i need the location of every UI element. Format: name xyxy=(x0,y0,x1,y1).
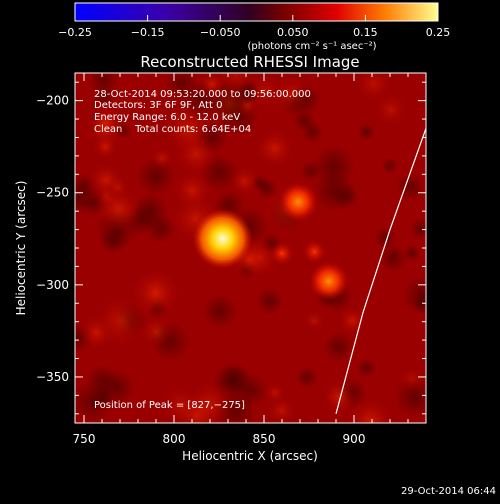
ripple-dark xyxy=(295,366,318,389)
colorbar-tick-label: 0.25 xyxy=(426,26,451,39)
ripple-bright xyxy=(131,268,180,317)
ripple-bright xyxy=(173,171,212,210)
annotation-detectors: Detectors: 3F 6F 9F, Att 0 xyxy=(94,100,222,111)
ripple-dark xyxy=(301,121,324,143)
peak-position-label: Position of Peak = [827,−275] xyxy=(94,400,245,411)
annotation-energy-range: Energy Range: 6.0 - 12.0 keV xyxy=(94,112,240,123)
ripple-dark xyxy=(93,86,115,108)
ripple-dark xyxy=(132,193,169,229)
ripple-dark xyxy=(412,293,426,314)
ripple-bright xyxy=(216,73,256,95)
colorbar xyxy=(74,2,439,22)
colorbar-tick-label: −0.050 xyxy=(200,26,241,39)
emission-source-1 xyxy=(278,181,319,222)
x-tick-label: 750 xyxy=(73,432,96,446)
x-tick-label: 850 xyxy=(253,432,276,446)
emission-source-0 xyxy=(192,208,253,269)
ripple-dark xyxy=(99,226,128,255)
x-tick-label: 900 xyxy=(343,432,366,446)
ripple-bright xyxy=(255,129,295,168)
chart-title: Reconstructed RHESSI Image xyxy=(140,53,359,71)
render-timestamp: 29-Oct-2014 06:44 xyxy=(401,486,496,497)
emission-source-2 xyxy=(308,261,349,302)
colorbar-tick-label: 0.050 xyxy=(277,26,309,39)
y-tick-label: −350 xyxy=(36,370,69,384)
solar-limb-line xyxy=(335,128,426,414)
ripple-bright xyxy=(346,397,394,423)
ripple-bright xyxy=(399,366,425,392)
x-axis-label: Heliocentric X (arcsec) xyxy=(182,449,318,463)
ripple-dark xyxy=(323,331,354,362)
ripple-bright xyxy=(89,106,122,139)
ripple-dark xyxy=(202,294,237,329)
ripple-bright xyxy=(151,147,173,170)
colorbar-units: (photons cm⁻² s⁻¹ asec⁻²) xyxy=(247,41,376,52)
ripple-bright xyxy=(355,73,393,102)
y-axis-label: Heliocentric Y (arcsec) xyxy=(14,181,28,316)
ripple-bright xyxy=(237,95,258,116)
y-tick-label: −250 xyxy=(36,186,69,200)
ripple-bright xyxy=(95,185,118,208)
ripple-dark xyxy=(356,358,377,379)
ripple-dark xyxy=(358,123,375,141)
colorbar-ticks: −0.25 −0.15 −0.050 0.050 0.15 0.25 xyxy=(58,15,450,39)
colorbar-tick-label: 0.15 xyxy=(353,26,378,39)
ripple-bright xyxy=(93,134,118,159)
ripple-bright xyxy=(264,382,286,404)
ripple-bright xyxy=(230,167,259,196)
annotation-time-range: 28-Oct-2014 09:53:20.000 to 09:56:00.000 xyxy=(94,89,311,100)
ripple-bright xyxy=(141,317,172,347)
y-tick-label: −200 xyxy=(36,94,69,108)
emission-sources xyxy=(192,181,349,302)
y-tick-label: −300 xyxy=(36,278,69,292)
ripple-dark xyxy=(313,170,356,213)
ripple-bright xyxy=(322,379,357,414)
annotation-clean-counts: Clean Total counts: 6.64E+04 xyxy=(94,124,251,135)
ripple-dark xyxy=(379,243,407,272)
ripple-bright xyxy=(162,104,213,154)
ripple-bright xyxy=(374,93,408,127)
ripple-bright xyxy=(270,74,312,116)
emission-source-3 xyxy=(302,239,327,264)
ripple-dark xyxy=(381,157,398,174)
ripple-dark xyxy=(256,287,284,315)
ripple-dark xyxy=(403,244,421,262)
x-tick-label: 800 xyxy=(163,432,186,446)
ripple-dark xyxy=(396,172,425,201)
ripple-bright xyxy=(338,306,367,336)
ripple-bright xyxy=(95,295,147,347)
rhessi-image xyxy=(75,73,426,423)
clean-ripples xyxy=(75,73,426,423)
ripple-dark xyxy=(374,226,397,249)
ripple-bright xyxy=(160,385,200,423)
ripple-dark xyxy=(99,370,135,405)
colorbar-tick-label: −0.15 xyxy=(131,26,165,39)
ripple-dark xyxy=(409,217,426,241)
colorbar-tick-label: −0.25 xyxy=(58,26,92,39)
emission-source-4 xyxy=(270,241,294,266)
axis-ticks: 750 800 850 900 −200 −250 −300 −350 xyxy=(36,73,426,446)
ripple-bright xyxy=(304,310,325,331)
